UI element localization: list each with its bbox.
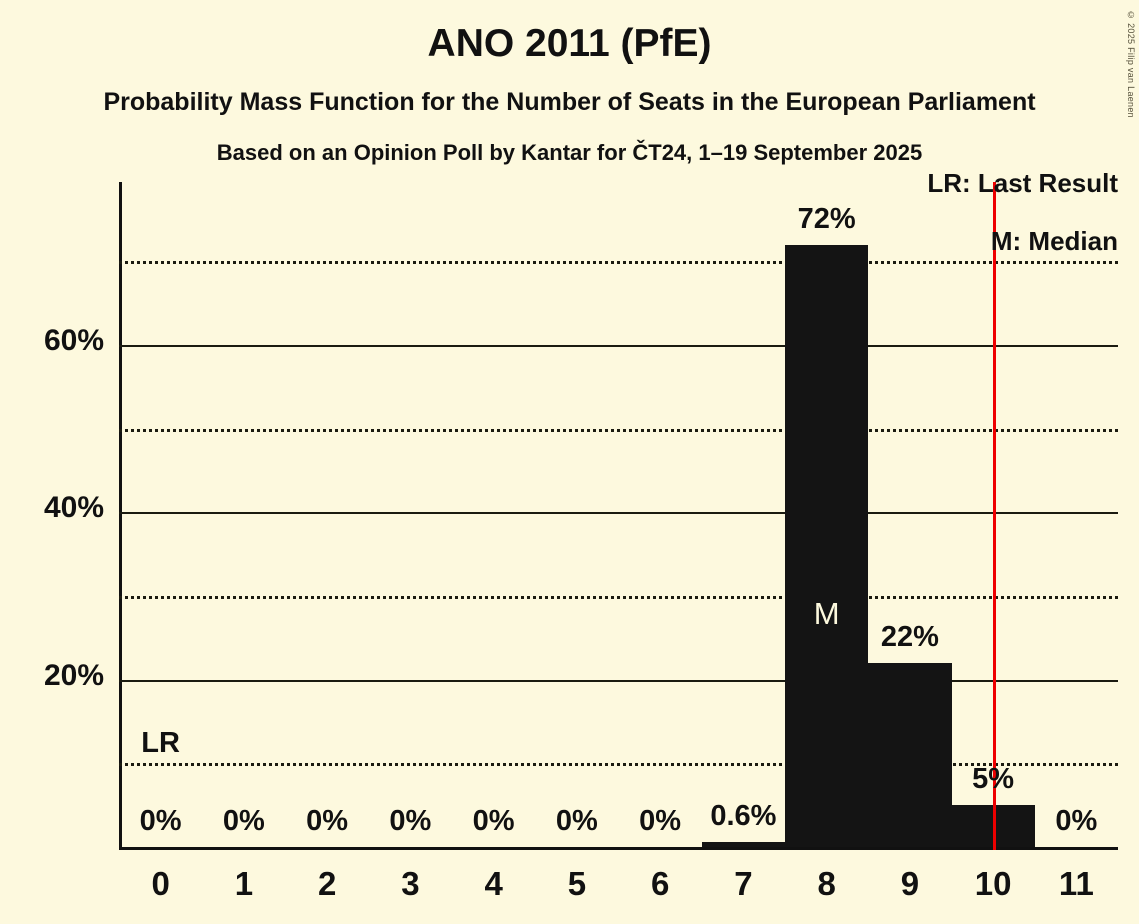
y-axis-line	[119, 182, 122, 850]
bar-value-label: 0.6%	[710, 799, 777, 832]
last-result-line	[993, 182, 997, 850]
bar-value-label: 0%	[306, 805, 349, 837]
gridline-dotted	[119, 596, 1118, 600]
x-tick-label: 10	[974, 865, 1012, 902]
bar-value-label: 0%	[472, 805, 515, 837]
x-tick-label: 5	[567, 865, 587, 902]
copyright-notice: © 2025 Filip van Laenen	[1126, 10, 1136, 118]
x-tick-label: 3	[401, 865, 420, 902]
y-tick-label: 60%	[43, 324, 104, 358]
x-tick-label: 6	[650, 865, 670, 902]
x-tick-label: 9	[900, 865, 920, 902]
legend-last-result: LR: Last Result	[927, 168, 1118, 198]
y-tick-label: 20%	[43, 658, 104, 692]
gridline-solid	[119, 345, 1118, 348]
bar-value-label: 0%	[639, 805, 682, 837]
bar-value-label: 0%	[139, 805, 182, 837]
bar	[701, 841, 785, 847]
bar-value-label: 22%	[880, 620, 939, 653]
x-tick-label: 2	[317, 865, 337, 902]
bar-value-label: 0%	[222, 805, 265, 837]
median-marker: M	[813, 596, 840, 632]
bar-value-label: 0%	[1055, 805, 1098, 837]
chart-subtitle: Probability Mass Function for the Number…	[103, 88, 1036, 116]
gridline-dotted	[119, 763, 1118, 767]
bar-value-label: 0%	[389, 805, 432, 837]
bar-value-label: 72%	[797, 202, 856, 235]
chart-source-subtitle: Based on an Opinion Poll by Kantar for Č…	[216, 140, 923, 165]
gridline-dotted	[119, 261, 1118, 265]
x-tick-label: 11	[1058, 865, 1094, 902]
gridline-dotted	[119, 428, 1118, 432]
bar	[785, 244, 869, 847]
x-tick-label: 1	[234, 865, 254, 902]
bar	[868, 662, 952, 847]
x-tick-label: 8	[817, 865, 836, 902]
x-axis-line	[119, 847, 1118, 850]
bar-value-label: 5%	[972, 763, 1015, 796]
y-tick-label: 40%	[43, 491, 104, 525]
last-result-marker: LR	[141, 727, 180, 760]
gridline-solid	[119, 679, 1118, 682]
x-tick-label: 4	[484, 865, 503, 902]
page-title: ANO 2011 (PfE)	[427, 22, 712, 65]
plot-area: 0% 0% 0% 0% 0% 0% 0% 0.6% 72% 22% 5% 0% M LR LR: Last…	[119, 168, 1118, 850]
x-tick-label: 7	[734, 865, 753, 902]
legend-median: M: Median	[990, 226, 1118, 256]
x-tick-label: 0	[151, 865, 170, 902]
gridline-solid	[119, 512, 1118, 515]
bar-value-label: 0%	[555, 805, 598, 837]
